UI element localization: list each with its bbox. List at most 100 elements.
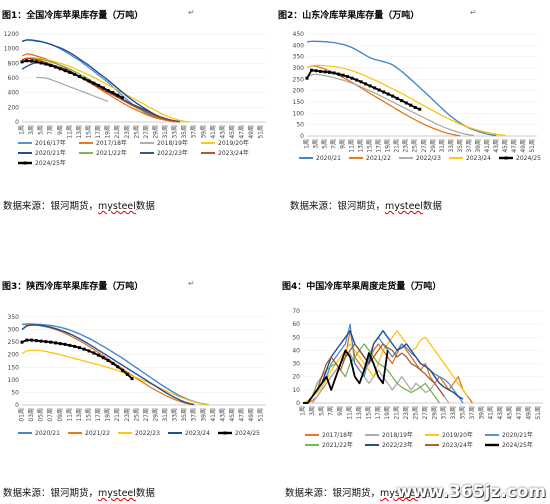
data-point (111, 91, 115, 95)
y-tick-label: 60 (292, 321, 300, 328)
y-tick-label: 40 (292, 347, 300, 354)
data-point (346, 75, 350, 79)
y-tick-label: 20 (292, 374, 300, 381)
series-line (21, 56, 190, 123)
legend-item: 2017/18年 (79, 139, 127, 147)
x-tick-label: 3周 (309, 406, 316, 416)
legend-item: 2021/22 (68, 430, 110, 437)
x-tick-label: 49周 (248, 408, 255, 422)
data-point (20, 60, 24, 64)
series-lines (302, 323, 473, 404)
data-point (337, 72, 341, 76)
x-tick-label: 15周 (85, 408, 92, 422)
x-tick-label: 5周 (318, 406, 325, 416)
x-tick-label: 13周 (358, 139, 365, 153)
data-point (87, 79, 91, 83)
data-point (25, 338, 29, 342)
data-point (82, 347, 86, 351)
data-point (97, 83, 101, 87)
legend-label: 2022/23 (416, 155, 441, 162)
data-point (418, 107, 422, 111)
data-point (44, 340, 48, 344)
x-tick-label: 29周 (152, 408, 159, 422)
figure-1-source: 数据来源：银河期货，mysteel数据 (3, 198, 155, 212)
legend-item: 2021/22 (349, 155, 391, 162)
x-tick-label: 19周 (105, 408, 112, 422)
y-tick-label: 0 (296, 400, 300, 407)
data-point (53, 341, 57, 345)
x-tick-label: 51周 (258, 125, 265, 139)
figure-2-source: 数据来源：银河期货，mysteel数据 (290, 198, 442, 212)
series-lines (20, 323, 209, 406)
x-tick-label: 27周 (143, 125, 150, 139)
legend-item: 2021/22年 (305, 441, 353, 449)
y-tick-label: 100 (8, 377, 20, 384)
x-tick-label: 21周 (114, 125, 121, 139)
legend-label: 2024/25年 (502, 441, 533, 449)
x-tick-label: 43周 (493, 139, 500, 153)
legend-label: 2019/20年 (442, 431, 473, 439)
legend: 2020/21 2021/22 2022/23 2023/24 2024/25 (18, 430, 260, 437)
x-tick-label: 43周 (219, 125, 226, 139)
data-point (373, 86, 377, 90)
x-tick-label: 35周 (460, 406, 467, 420)
x-tick-label: 37周 (191, 408, 198, 422)
legend-item: 2022/23年 (365, 441, 413, 449)
y-tick-label: 800 (8, 60, 20, 67)
x-tick-label: 45周 (229, 408, 236, 422)
x-tick-label: 45周 (229, 125, 236, 139)
series-line (36, 76, 109, 103)
y-tick-label: 50 (292, 334, 300, 341)
y-tick-label: 100 (293, 110, 305, 117)
data-point (328, 70, 332, 74)
x-tick-label: 11周 (347, 406, 354, 420)
legend-label: 2017/18年 (322, 431, 353, 439)
x-tick-label: 1周 (300, 406, 307, 416)
x-tick-label: 41周 (484, 139, 491, 153)
legend-label: 2024/25年 (35, 159, 66, 167)
legend-item: 2018/19年 (140, 139, 188, 147)
series-line (21, 323, 209, 406)
x-tick-label: 47周 (239, 408, 246, 422)
legend-label: 2021/22年 (322, 441, 353, 449)
x-tick-label: 39周 (200, 125, 207, 139)
watermark: www.365jz.com (396, 482, 546, 502)
data-point (359, 80, 363, 84)
y-tick-label: 150 (293, 99, 305, 106)
series-line (303, 349, 389, 404)
series-line (303, 343, 445, 404)
x-tick-label: 3周 (28, 125, 35, 135)
x-tick-label: 25周 (412, 139, 419, 153)
data-point (106, 88, 110, 92)
x-tick-label: 11周 (66, 408, 73, 422)
x-tick-label: 13周 (356, 406, 363, 420)
x-tick-label: 39周 (200, 408, 207, 422)
x-tick-label: 15周 (85, 125, 92, 139)
x-tick-label: 9周 (340, 139, 347, 149)
x-tick-label: 7周 (328, 406, 335, 416)
legend-label: 2020/21年 (502, 431, 533, 439)
source-suffix: 数据 (417, 488, 437, 499)
x-tick-label: 51周 (529, 139, 536, 153)
source-prefix: 数据来源：银河期货， (3, 488, 99, 499)
y-tick-label: 0 (300, 133, 304, 140)
x-tick-label: 1周 (19, 125, 26, 135)
x-tick-label: 39周 (478, 406, 485, 420)
y-tick-label: 10 (292, 387, 300, 394)
legend-label: 2020/21年 (35, 149, 66, 157)
data-point (101, 86, 105, 90)
x-tick-label: 23周 (403, 139, 410, 153)
data-point (125, 372, 129, 376)
data-point (92, 81, 96, 85)
x-tick-label: 17周 (95, 408, 102, 422)
data-point (364, 82, 368, 86)
legend-label: 2021/22 (366, 155, 391, 162)
x-tick-label: 45周 (502, 139, 509, 153)
x-tick-label: 43周 (497, 406, 504, 420)
legend-label: 2018/19年 (382, 431, 413, 439)
legend-item: 2019/20年 (201, 139, 249, 147)
figure-3-title: 图3：陕西冷库苹果库存量（万吨） (2, 282, 144, 292)
data-point (53, 65, 57, 69)
y-tick-label: 0 (15, 402, 19, 409)
